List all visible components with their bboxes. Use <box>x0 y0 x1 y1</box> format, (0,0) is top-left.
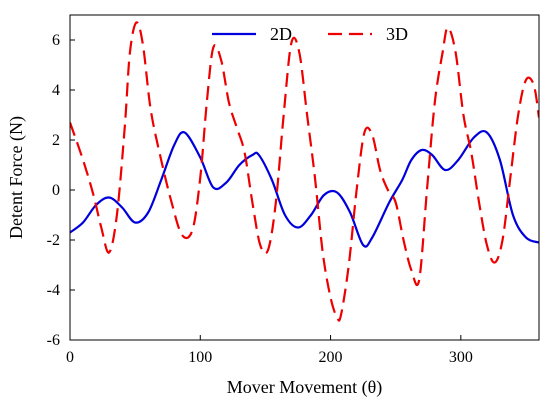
series-line-3d <box>70 21 539 322</box>
x-tick-label: 0 <box>66 349 74 366</box>
legend: 2D 3D <box>212 24 408 44</box>
x-axis: 0 100 200 300 <box>66 335 473 366</box>
x-axis-title: Mover Movement (θ) <box>227 377 383 398</box>
x-tick-label: 100 <box>188 349 212 366</box>
y-axis: -6 -4 -2 0 2 4 6 <box>47 32 75 349</box>
x-tick-label: 200 <box>319 349 343 366</box>
legend-label-3d: 3D <box>386 24 408 44</box>
y-tick-label: 0 <box>52 182 60 199</box>
y-tick-label: -4 <box>47 282 60 299</box>
y-tick-label: -6 <box>47 332 60 349</box>
plot-frame <box>69 14 540 341</box>
series-layer <box>70 21 539 322</box>
legend-label-2d: 2D <box>270 24 292 44</box>
y-tick-label: 4 <box>52 82 60 99</box>
y-tick-label: 6 <box>52 32 60 49</box>
x-tick-label: 300 <box>449 349 473 366</box>
y-tick-label: 2 <box>52 132 60 149</box>
y-axis-title: Detent Force (N) <box>6 116 27 239</box>
series-line-2d <box>70 129 539 248</box>
y-tick-label: -2 <box>47 232 60 249</box>
